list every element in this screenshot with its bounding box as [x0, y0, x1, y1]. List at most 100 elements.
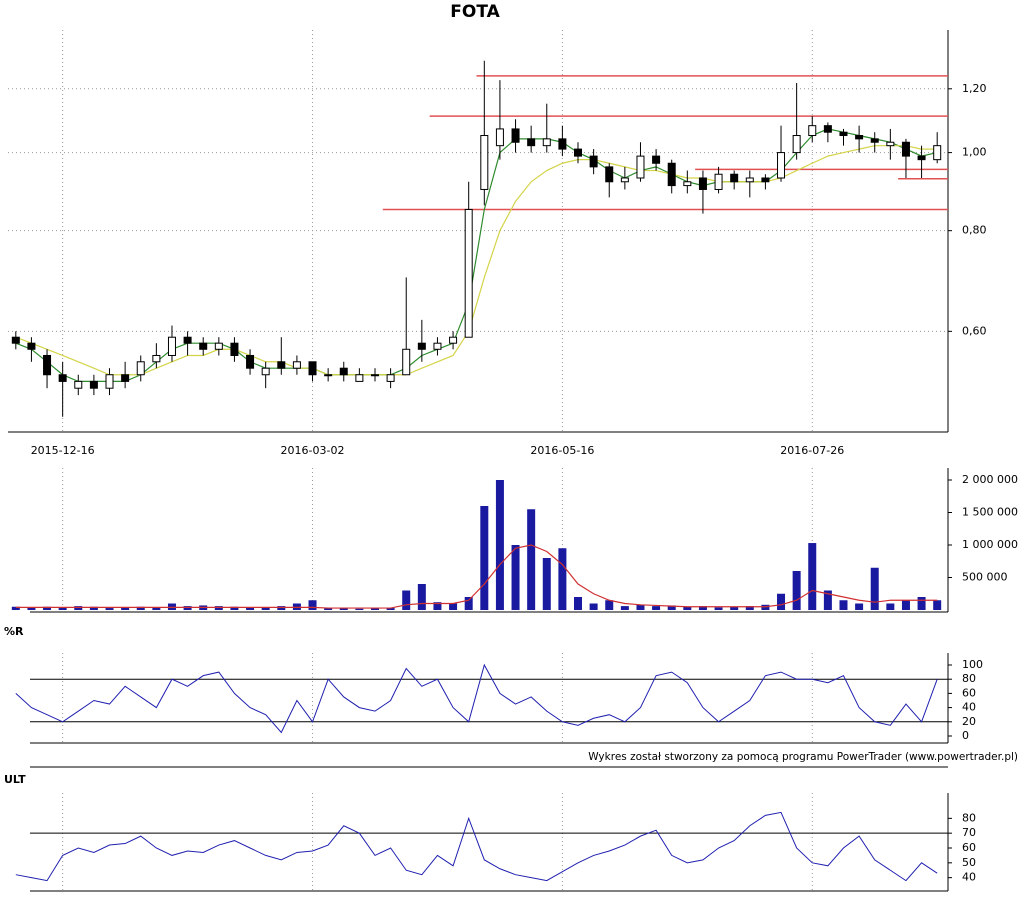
- bar: [230, 606, 239, 610]
- bar: [261, 607, 270, 610]
- candle-body: [339, 367, 348, 376]
- candle-body: [511, 128, 520, 143]
- bar: [917, 597, 926, 610]
- y-tick-label: 40: [962, 701, 976, 714]
- bar: [823, 590, 832, 610]
- candle-body: [261, 367, 270, 376]
- bar: [511, 545, 520, 610]
- bar: [714, 607, 723, 610]
- candle-body: [230, 342, 239, 356]
- candle-body: [886, 141, 895, 147]
- bar: [292, 603, 301, 610]
- y-tick-label: 0,80: [962, 224, 987, 237]
- bar: [527, 509, 536, 610]
- bar: [886, 603, 895, 610]
- candle-body: [652, 155, 661, 164]
- candle-body: [480, 135, 489, 190]
- candle-body: [558, 138, 567, 150]
- line: [15, 128, 938, 383]
- bar: [355, 608, 364, 610]
- candle-body: [667, 162, 676, 187]
- candle-body: [292, 361, 301, 369]
- bar: [855, 603, 864, 610]
- candle-body: [152, 354, 161, 363]
- candle-body: [167, 336, 176, 356]
- bar: [11, 606, 20, 610]
- y-tick-label: 80: [962, 811, 976, 824]
- y-tick-label: 70: [962, 826, 976, 839]
- candle-body: [246, 354, 255, 369]
- annotation: Wykres został stworzony za pomocą progra…: [588, 751, 1018, 763]
- bar: [792, 571, 801, 610]
- bar: [339, 608, 348, 610]
- bar: [74, 606, 83, 610]
- bar: [58, 607, 67, 610]
- y-tick-label: 50: [962, 856, 976, 869]
- bar: [839, 600, 848, 610]
- candle-body: [605, 166, 614, 183]
- candle-body: [58, 374, 67, 382]
- candle-body: [386, 374, 395, 382]
- candle-body: [43, 354, 52, 376]
- candle-body: [370, 374, 379, 377]
- bar: [558, 548, 567, 610]
- candle-body: [636, 155, 645, 179]
- candle-body: [89, 380, 98, 389]
- bar: [214, 606, 223, 610]
- bar: [183, 606, 192, 610]
- candle-body: [542, 138, 551, 147]
- chart-title: FOTA: [450, 2, 500, 22]
- bar: [324, 608, 333, 610]
- bar: [43, 606, 52, 610]
- y-tick-label: 1 500 000: [962, 506, 1018, 519]
- candle-body: [777, 152, 786, 179]
- candle-body: [199, 342, 208, 350]
- bar: [464, 597, 473, 610]
- bar: [449, 603, 458, 610]
- candle-body: [839, 131, 848, 137]
- candle-body: [745, 177, 754, 183]
- candle-body: [527, 138, 536, 147]
- y-tick-label: 2 000 000: [962, 473, 1018, 486]
- bar: [386, 608, 395, 610]
- y-tick-label: 500 000: [962, 571, 1008, 584]
- candle-body: [214, 342, 223, 350]
- candle-body: [105, 374, 114, 389]
- y-tick-label: 1 000 000: [962, 538, 1018, 551]
- candle-body: [74, 380, 83, 389]
- x-tick-label: 2016-07-26: [780, 444, 844, 457]
- bar: [433, 602, 442, 610]
- bar: [246, 607, 255, 610]
- candle-body: [121, 374, 130, 382]
- candle-body: [308, 361, 317, 376]
- candle-body: [417, 342, 426, 350]
- candle-body: [901, 141, 910, 157]
- bar: [152, 607, 161, 610]
- candle-body: [449, 336, 458, 344]
- y-tick-label: 1,20: [962, 82, 987, 95]
- panel-title: %R: [4, 625, 24, 638]
- candle-body: [433, 342, 442, 350]
- x-tick-label: 2016-05-16: [530, 444, 594, 457]
- candle-body: [620, 177, 629, 183]
- y-tick-label: 60: [962, 686, 976, 699]
- candle-body: [495, 128, 504, 147]
- bar: [620, 606, 629, 610]
- candle-body: [761, 177, 770, 183]
- candle-body: [698, 177, 707, 190]
- candle-body: [683, 181, 692, 187]
- candle-body: [136, 361, 145, 376]
- bar: [777, 593, 786, 610]
- bar: [308, 600, 317, 610]
- bar: [417, 584, 426, 610]
- bar: [277, 606, 286, 610]
- y-tick-label: 0,60: [962, 324, 987, 337]
- candle-body: [933, 145, 942, 161]
- bar: [167, 603, 176, 610]
- bar: [745, 606, 754, 610]
- candle-body: [574, 148, 583, 157]
- candle-body: [11, 336, 20, 344]
- line: [15, 663, 938, 734]
- bar: [370, 608, 379, 610]
- x-tick-label: 2015-12-16: [31, 444, 95, 457]
